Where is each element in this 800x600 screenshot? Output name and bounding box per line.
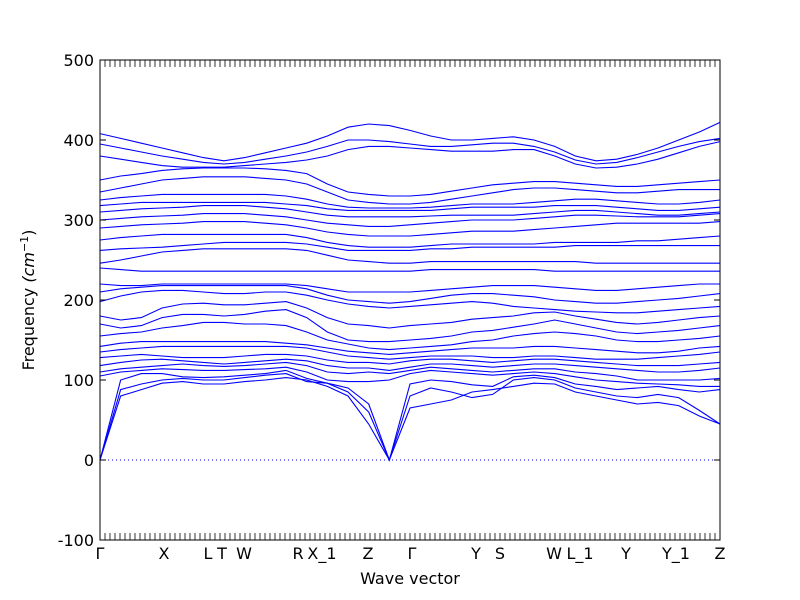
y-axis-label-unit: (cm bbox=[19, 252, 38, 283]
y-tick-label: -100 bbox=[58, 531, 94, 550]
series-line bbox=[99, 309, 721, 343]
x-tick-label: Y_1 bbox=[661, 544, 690, 564]
y-tick-label: 500 bbox=[63, 51, 94, 70]
series-line bbox=[99, 201, 721, 211]
series-line bbox=[99, 341, 721, 355]
series-line bbox=[99, 377, 721, 462]
series-line bbox=[99, 301, 721, 329]
series-line bbox=[99, 193, 721, 209]
series-line bbox=[99, 241, 720, 251]
x-tick-label: Γ bbox=[408, 544, 417, 563]
series-line bbox=[99, 233, 721, 248]
series-line bbox=[99, 205, 721, 218]
y-axis-label-main: Frequency bbox=[19, 288, 38, 371]
series-line bbox=[99, 141, 721, 169]
series-line bbox=[99, 176, 720, 205]
series-line bbox=[99, 221, 721, 237]
y-axis-label-unit-sup: −1 bbox=[18, 236, 31, 252]
x-tick-label: Y bbox=[470, 544, 481, 563]
x-tick-label: X bbox=[159, 544, 170, 563]
x-tick-label: Z bbox=[363, 544, 374, 563]
x-tick-label: S bbox=[495, 544, 505, 563]
x-tick-label: R bbox=[292, 544, 303, 563]
x-tick-label: T bbox=[216, 544, 227, 563]
series-line bbox=[99, 248, 720, 264]
x-tick-label: W bbox=[236, 544, 252, 563]
series-line bbox=[99, 283, 720, 293]
series-line bbox=[99, 289, 721, 314]
x-tick-label: W bbox=[546, 544, 562, 563]
y-tick-label: 0 bbox=[84, 451, 94, 470]
x-tick-label: L bbox=[204, 544, 213, 563]
x-tick-label: Z bbox=[715, 544, 726, 563]
x-tick-label: Γ bbox=[96, 544, 105, 563]
series-line bbox=[99, 358, 721, 373]
series-line bbox=[99, 369, 721, 462]
x-tick-label: Y bbox=[620, 544, 631, 563]
plot-area bbox=[99, 121, 721, 462]
series-line bbox=[99, 167, 721, 197]
series-line bbox=[99, 213, 721, 227]
x-tick-label: X_1 bbox=[307, 544, 336, 564]
series-line bbox=[99, 285, 721, 304]
y-tick-label: 100 bbox=[63, 371, 94, 390]
y-tick-label: 300 bbox=[63, 211, 94, 230]
series-line bbox=[99, 345, 721, 360]
y-tick-label: 200 bbox=[63, 291, 94, 310]
series-line bbox=[99, 353, 721, 367]
series-line bbox=[99, 361, 721, 381]
series-line bbox=[99, 137, 721, 165]
y-tick-label: 400 bbox=[63, 131, 94, 150]
y-axis-label: Frequency (cm−1) bbox=[18, 230, 38, 371]
y-axis-label-unit-close: ) bbox=[19, 230, 38, 236]
series-line bbox=[99, 373, 721, 462]
x-axis-label: Wave vector bbox=[360, 569, 460, 588]
series-line bbox=[99, 321, 721, 351]
series-line bbox=[99, 366, 720, 387]
series-line bbox=[99, 267, 720, 272]
series-line bbox=[99, 121, 721, 162]
x-tick-label: L_1 bbox=[566, 544, 593, 564]
